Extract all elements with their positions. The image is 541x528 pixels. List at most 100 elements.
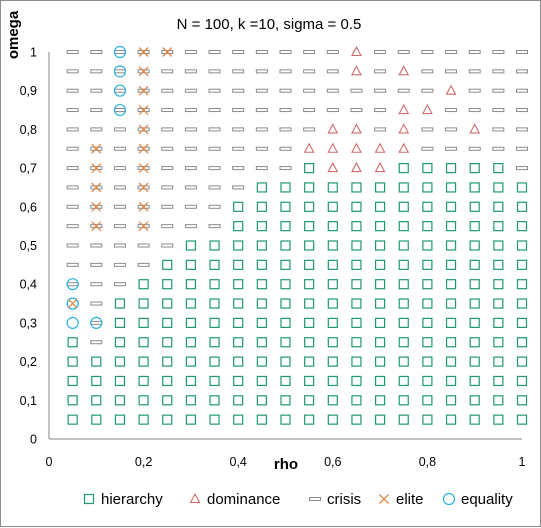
hierarchy-point [138,395,149,406]
y-tick-label: 0,1 [20,394,37,408]
hierarchy-point [398,163,409,174]
hierarchy-legend-marker [83,493,95,505]
crisis-point [326,108,339,113]
x-tick-label: 0,8 [419,455,436,469]
hierarchy-point [469,395,480,406]
hierarchy-point [256,356,267,367]
hierarchy-point [209,259,220,270]
hierarchy-point [304,414,315,425]
hierarchy-point [398,240,409,251]
crisis-point [113,146,126,151]
hierarchy-point [185,414,196,425]
crisis-point [255,50,268,54]
crisis-point [232,50,245,54]
legend: hierarchy dominance crisis elite equality [83,491,513,508]
crisis-point [208,185,221,190]
crisis-point [90,204,103,209]
elite-point [138,47,149,57]
dominance-point [327,123,339,134]
y-tick-label: 0,2 [20,355,37,369]
hierarchy-point [114,395,126,406]
hierarchy-point [493,163,504,174]
hierarchy-point [280,414,291,425]
crisis-point [161,127,174,132]
hierarchy-point [493,201,504,212]
hierarchy-point [493,395,504,406]
hierarchy-point [422,240,433,251]
hierarchy-point [280,375,291,387]
crisis-point [90,185,103,190]
dominance-point [398,142,410,153]
crisis-point [184,108,197,113]
crisis-point [90,224,103,229]
hierarchy-point [162,356,173,367]
x-axis-title: rho [274,456,298,473]
hierarchy-point [67,356,78,367]
x-tick-label: 1 [519,455,526,469]
hierarchy-point [280,298,291,309]
crisis-point [66,69,79,74]
y-tick-label: 0,7 [20,162,37,176]
y-tick-label: 0,6 [20,200,37,214]
crisis-point [374,127,387,132]
crisis-point [445,127,458,132]
hierarchy-point [280,279,291,290]
hierarchy-point [138,356,149,367]
hierarchy-point [351,375,362,387]
hierarchy-point [233,201,244,212]
hierarchy-point [209,337,220,348]
hierarchy-point [280,221,291,232]
hierarchy-point [375,240,386,251]
equality-point [113,45,127,59]
hierarchy-point [209,317,220,328]
hierarchy-point [469,221,480,232]
x-tick-label: 0,2 [135,455,152,469]
crisis-point [113,108,126,113]
hierarchy-point [375,317,386,328]
hierarchy-point [91,395,102,406]
crisis-point [137,69,150,74]
hierarchy-point [256,298,267,309]
crisis-point [66,127,79,132]
legend-item-crisis: crisis [309,491,361,508]
crisis-point [350,88,363,93]
hierarchy-point [327,279,338,290]
crisis-point [137,166,150,171]
crisis-point [113,204,126,209]
crisis-point [492,88,505,93]
hierarchy-point [422,279,433,290]
crisis-point [208,69,221,74]
hierarchy-point [209,298,220,309]
crisis-point [184,166,197,171]
y-tick-label: 0,9 [20,84,37,98]
hierarchy-point [304,240,315,251]
hierarchy-point [351,414,362,425]
crisis-point [161,88,174,93]
hierarchy-point [256,182,267,193]
crisis-point [184,50,197,54]
hierarchy-point [162,375,173,387]
crisis-point [303,108,316,113]
elite-point [138,221,149,232]
crisis-point [113,185,126,190]
hierarchy-point [469,279,480,290]
hierarchy-point [209,279,220,290]
crisis-point [184,127,197,132]
hierarchy-point [138,317,149,328]
hierarchy-point [185,356,196,367]
x-tick-label: 0,6 [324,455,341,469]
hierarchy-point [469,414,480,425]
crisis-point [113,224,126,229]
hierarchy-point [375,356,386,367]
crisis-point [468,108,481,113]
crisis-point [161,243,174,248]
dominance-point [398,123,410,134]
crisis-point [208,146,221,151]
equality-point [113,65,127,78]
crisis-point [516,50,528,54]
hierarchy-point [233,317,244,328]
hierarchy-point [327,395,338,406]
crisis-point [113,127,126,132]
hierarchy-point [398,279,409,290]
